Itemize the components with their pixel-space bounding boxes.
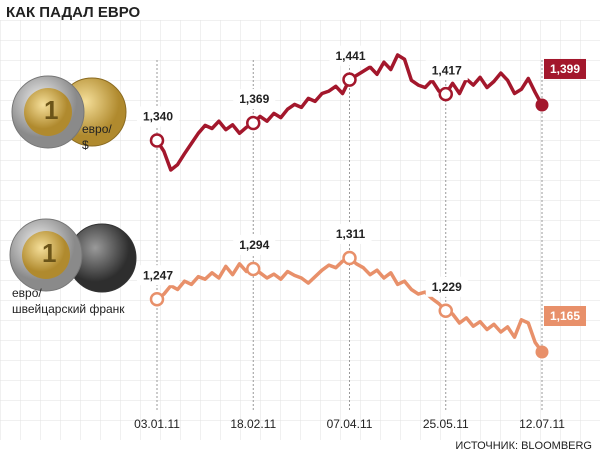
x-tick-label: 03.01.11 <box>134 417 180 431</box>
point-marker <box>246 115 261 131</box>
point-marker <box>342 72 357 87</box>
chart-title: КАК ПАДАЛ ЕВРО <box>6 4 141 21</box>
x-tick-label: 07.04.11 <box>327 417 373 431</box>
value-label-box <box>544 306 586 326</box>
value-label: 1,417 <box>432 63 462 77</box>
value-label: 1,369 <box>239 92 269 106</box>
value-label-box <box>544 58 586 79</box>
value-label-box <box>329 224 372 244</box>
point-marker <box>438 86 453 102</box>
source: ИСТОЧНИК: BLOOMBERG <box>455 440 592 452</box>
value-label: 1,311 <box>336 227 366 241</box>
value-label: 1,165 <box>550 309 580 323</box>
coins-usd: 1 <box>11 75 127 149</box>
value-label-box <box>425 276 468 297</box>
point-marker <box>342 250 357 266</box>
value-label: 1,294 <box>239 238 269 252</box>
value-label: 1,247 <box>143 268 173 282</box>
point-marker <box>438 303 453 319</box>
value-label-box <box>137 106 179 127</box>
end-point <box>535 345 549 359</box>
end-point <box>535 98 549 112</box>
series-label: евро/швейцарский франк <box>12 286 125 316</box>
series-label: евро/$ <box>82 122 112 152</box>
value-label: 1,340 <box>143 110 173 124</box>
coins-chf: 1 <box>9 218 137 293</box>
value-label-box <box>329 45 372 66</box>
point-marker <box>246 261 261 277</box>
coin-digit: 1 <box>42 238 56 268</box>
value-label: 1,229 <box>432 280 462 294</box>
value-label-box <box>233 234 276 255</box>
value-label-box <box>233 89 276 110</box>
value-label: 1,441 <box>335 49 365 63</box>
x-tick-label: 18.02.11 <box>230 417 276 431</box>
x-tick-label: 25.05.11 <box>423 417 469 431</box>
coin-digit: 1 <box>44 95 58 125</box>
point-marker <box>149 133 165 148</box>
x-tick-label: 12.07.11 <box>519 417 565 431</box>
value-label-box <box>137 265 179 286</box>
value-label-box <box>425 60 468 81</box>
value-label: 1,399 <box>550 62 580 76</box>
point-marker <box>149 291 165 307</box>
